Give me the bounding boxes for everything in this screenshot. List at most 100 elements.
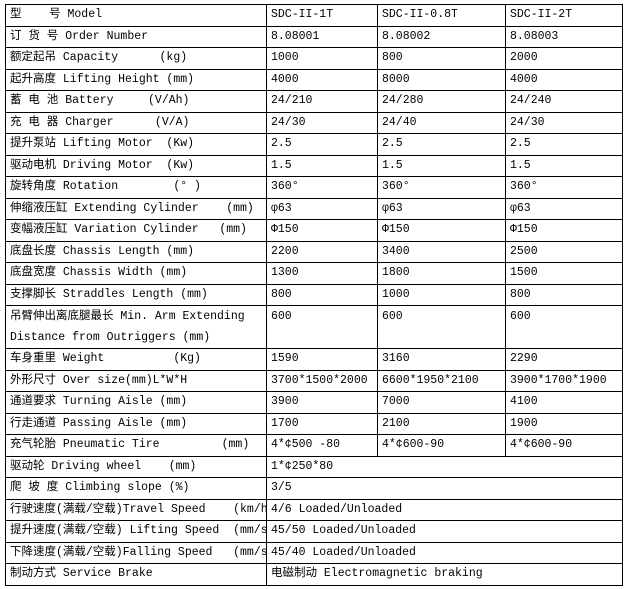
row-label: 外形尺寸 Over size(mm)L*W*H bbox=[5, 369, 267, 392]
table-row: 起升高度 Lifting Height (mm) 4000 8000 4000 bbox=[5, 68, 623, 91]
value-cell: 800 bbox=[377, 47, 506, 70]
value-cell: 2000 bbox=[505, 47, 623, 70]
row-label: 变幅液压缸 Variation Cylinder (mm) bbox=[5, 219, 267, 242]
value-cell: 1590 bbox=[266, 348, 378, 371]
row-label: 订 货 号 Order Number bbox=[5, 25, 267, 48]
table-row: 额定起吊 Capacity (kg) 1000 800 2000 bbox=[5, 47, 623, 70]
table-row: 底盘长度 Chassis Length (mm) 2200 3400 2500 bbox=[5, 240, 623, 263]
row-label: 充 电 器 Charger (V/A) bbox=[5, 111, 267, 134]
value-cell: 3900 bbox=[266, 391, 378, 414]
row-label: 支撑脚长 Straddles Length (mm) bbox=[5, 283, 267, 306]
row-label: 驱动电机 Driving Motor (Kw) bbox=[5, 154, 267, 177]
value-cell: 1500 bbox=[505, 262, 623, 285]
value-cell: 360° bbox=[266, 176, 378, 199]
value-cell: SDC-II-2T bbox=[505, 4, 623, 27]
row-label: 蓄 电 池 Battery (V/Ah) bbox=[5, 90, 267, 113]
value-cell: 24/280 bbox=[377, 90, 506, 113]
row-label: 额定起吊 Capacity (kg) bbox=[5, 47, 267, 70]
merged-value-cell: 45/50 Loaded/Unloaded bbox=[266, 520, 623, 543]
row-label: 底盘宽度 Chassis Width (mm) bbox=[5, 262, 267, 285]
table-row: 行走通道 Passing Aisle (mm) 1700 2100 1900 bbox=[5, 412, 623, 435]
value-cell: 24/40 bbox=[377, 111, 506, 134]
table-row: 型 号 Model SDC-II-1T SDC-II-0.8T SDC-II-2T bbox=[5, 4, 623, 27]
value-cell: 1000 bbox=[266, 47, 378, 70]
value-cell: 1300 bbox=[266, 262, 378, 285]
value-cell: 24/210 bbox=[266, 90, 378, 113]
value-cell: 4100 bbox=[505, 391, 623, 414]
table-row: 充 电 器 Charger (V/A) 24/30 24/40 24/30 bbox=[5, 111, 623, 134]
table-row: 提升泵站 Lifting Motor (Kw) 2.5 2.5 2.5 bbox=[5, 133, 623, 156]
spec-table: 型 号 Model SDC-II-1T SDC-II-0.8T SDC-II-2T 订 … bbox=[5, 4, 623, 586]
table-row: 外形尺寸 Over size(mm)L*W*H 3700*1500*2000 660… bbox=[5, 369, 623, 392]
value-cell: 1700 bbox=[266, 412, 378, 435]
value-cell: 2200 bbox=[266, 240, 378, 263]
value-cell: 4*¢600-90 bbox=[505, 434, 623, 457]
table-row: 底盘宽度 Chassis Width (mm) 1300 1800 1500 bbox=[5, 262, 623, 285]
row-label: 提升泵站 Lifting Motor (Kw) bbox=[5, 133, 267, 156]
value-cell: 24/30 bbox=[266, 111, 378, 134]
table-row: 通道要求 Turning Aisle (mm) 3900 7000 4100 bbox=[5, 391, 623, 414]
value-cell: 4*¢600-90 bbox=[377, 434, 506, 457]
value-cell: 4000 bbox=[266, 68, 378, 91]
value-cell: 1000 bbox=[377, 283, 506, 306]
merged-value-cell: 4/6 Loaded/Unloaded bbox=[266, 498, 623, 521]
value-cell: 3700*1500*2000 bbox=[266, 369, 378, 392]
value-cell: φ63 bbox=[377, 197, 506, 220]
row-label: 行驶速度(满载/空载)Travel Speed (km/h) bbox=[5, 498, 267, 521]
value-cell: 3900*1700*1900 bbox=[505, 369, 623, 392]
table-row: 下降速度(满载/空载)Falling Speed (mm/s) 45/40 Loa… bbox=[5, 541, 623, 564]
value-cell: φ63 bbox=[266, 197, 378, 220]
table-row: 吊臂伸出离底腿最长 Min. Arm Extending Distance fr… bbox=[5, 305, 623, 349]
value-cell: 2100 bbox=[377, 412, 506, 435]
value-cell: Φ150 bbox=[377, 219, 506, 242]
table-row: 行驶速度(满载/空载)Travel Speed (km/h) 4/6 Loaded… bbox=[5, 498, 623, 521]
value-cell: 8000 bbox=[377, 68, 506, 91]
table-row: 驱动电机 Driving Motor (Kw) 1.5 1.5 1.5 bbox=[5, 154, 623, 177]
value-cell: 600 bbox=[377, 305, 506, 349]
value-cell: 24/30 bbox=[505, 111, 623, 134]
table-row: 驱动轮 Driving wheel (mm) 1*¢250*80 bbox=[5, 455, 623, 478]
table-row: 支撑脚长 Straddles Length (mm) 800 1000 800 bbox=[5, 283, 623, 306]
value-cell: 360° bbox=[377, 176, 506, 199]
table-row: 爬 坡 度 Climbing slope (%) 3/5 bbox=[5, 477, 623, 500]
value-cell: Φ150 bbox=[266, 219, 378, 242]
row-label: 爬 坡 度 Climbing slope (%) bbox=[5, 477, 267, 500]
value-cell: 2290 bbox=[505, 348, 623, 371]
value-cell: 360° bbox=[505, 176, 623, 199]
table-row: 蓄 电 池 Battery (V/Ah) 24/210 24/280 24/240 bbox=[5, 90, 623, 113]
row-label: 旋转角度 Rotation (° ) bbox=[5, 176, 267, 199]
table-row: 订 货 号 Order Number 8.08001 8.08002 8.08003 bbox=[5, 25, 623, 48]
merged-value-cell: 电磁制动 Electromagnetic braking bbox=[266, 563, 623, 586]
value-cell: 1800 bbox=[377, 262, 506, 285]
value-cell: 8.08001 bbox=[266, 25, 378, 48]
value-cell: 4*¢500 -80 bbox=[266, 434, 378, 457]
value-cell: 1900 bbox=[505, 412, 623, 435]
table-row: 旋转角度 Rotation (° ) 360° 360° 360° bbox=[5, 176, 623, 199]
value-cell: Φ150 bbox=[505, 219, 623, 242]
row-label: 底盘长度 Chassis Length (mm) bbox=[5, 240, 267, 263]
table-row: 提升速度(满载/空载) Lifting Speed (mm/s) 45/50 Lo… bbox=[5, 520, 623, 543]
row-label: 车身重里 Weight (Kg) bbox=[5, 348, 267, 371]
value-cell: 1.5 bbox=[377, 154, 506, 177]
value-cell: 4000 bbox=[505, 68, 623, 91]
value-cell: 3160 bbox=[377, 348, 506, 371]
value-cell: 2500 bbox=[505, 240, 623, 263]
row-label: 制动方式 Service Brake bbox=[5, 563, 267, 586]
value-cell: 2.5 bbox=[505, 133, 623, 156]
row-label: 提升速度(满载/空载) Lifting Speed (mm/s) bbox=[5, 520, 267, 543]
row-label: 型 号 Model bbox=[5, 4, 267, 27]
row-label: 通道要求 Turning Aisle (mm) bbox=[5, 391, 267, 414]
table-row: 充气轮胎 Pneumatic Tire (mm) 4*¢500 -80 4*¢600… bbox=[5, 434, 623, 457]
row-label: 充气轮胎 Pneumatic Tire (mm) bbox=[5, 434, 267, 457]
row-label: 伸缩液压缸 Extending Cylinder (mm) bbox=[5, 197, 267, 220]
value-cell: 600 bbox=[266, 305, 378, 349]
row-label: 吊臂伸出离底腿最长 Min. Arm Extending Distance fr… bbox=[5, 305, 267, 349]
row-label: 起升高度 Lifting Height (mm) bbox=[5, 68, 267, 91]
value-cell: 2.5 bbox=[377, 133, 506, 156]
value-cell: 24/240 bbox=[505, 90, 623, 113]
value-cell: φ63 bbox=[505, 197, 623, 220]
value-cell: 3400 bbox=[377, 240, 506, 263]
value-cell: 1.5 bbox=[266, 154, 378, 177]
table-row: 变幅液压缸 Variation Cylinder (mm) Φ150 Φ150 Φ15… bbox=[5, 219, 623, 242]
merged-value-cell: 3/5 bbox=[266, 477, 623, 500]
